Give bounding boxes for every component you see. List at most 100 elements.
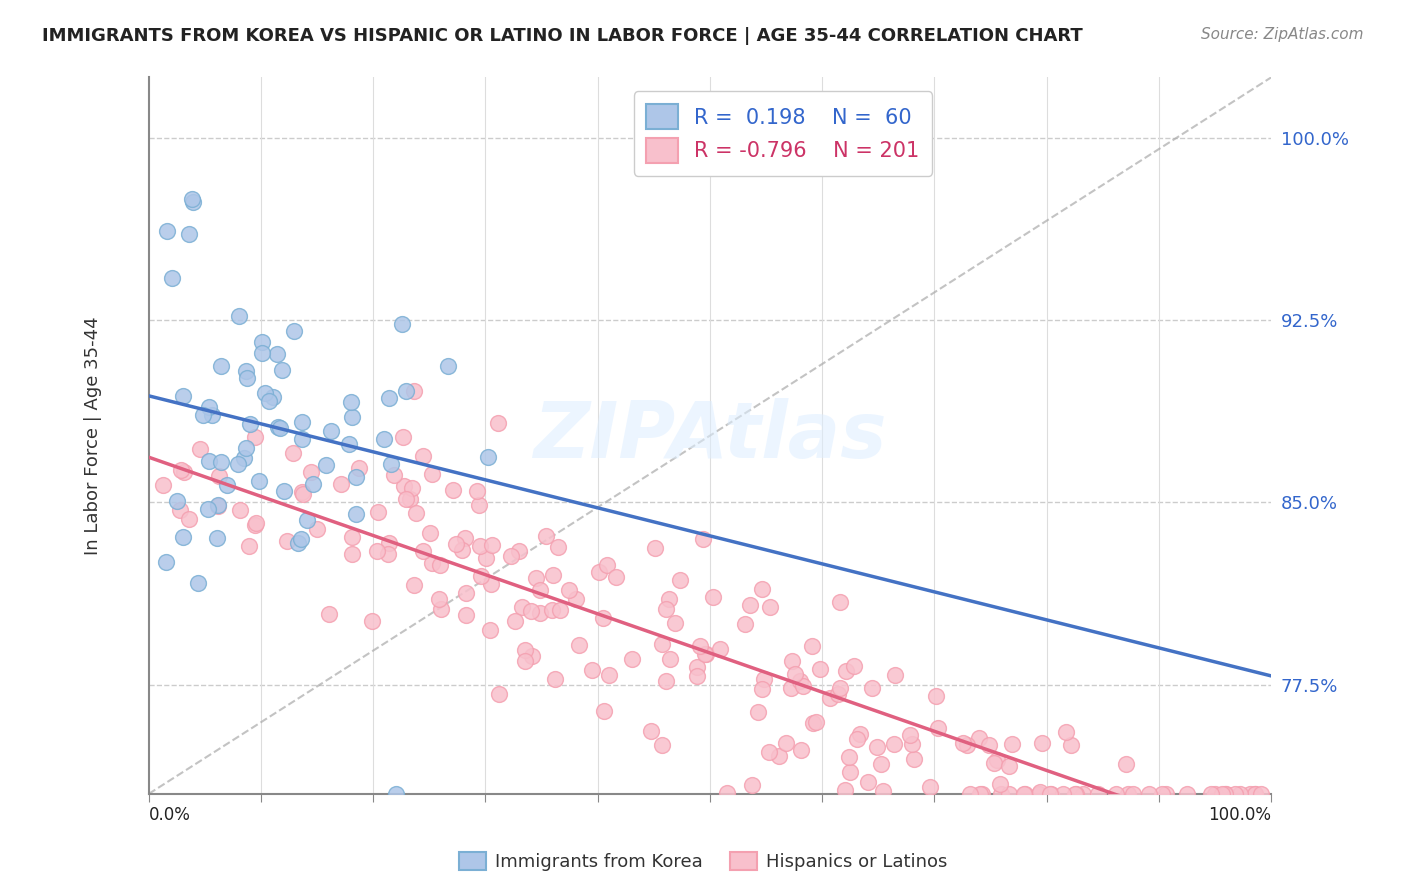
Point [1175,787,1198,801]
Point [392,430,415,444]
Point [581,663,603,677]
Point [838,765,860,780]
Point [1115,756,1137,771]
Point [454,531,477,545]
Point [1028,787,1050,801]
Point [339,437,361,451]
Point [734,616,756,631]
Point [429,558,451,573]
Point [342,547,364,561]
Point [437,359,460,374]
Point [405,506,427,520]
Point [191,409,214,423]
Point [233,450,256,465]
Point [593,704,616,718]
Point [217,478,239,492]
Point [1213,787,1236,801]
Point [918,780,941,795]
Point [702,590,724,604]
Point [287,536,309,550]
Point [226,457,249,471]
Point [503,614,526,628]
Point [998,759,1021,773]
Point [508,544,530,558]
Point [621,652,644,666]
Text: ZIPAtlas: ZIPAtlas [533,398,887,474]
Point [541,603,564,617]
Point [1040,787,1063,801]
Point [262,390,284,404]
Point [291,484,314,499]
Point [378,391,401,405]
Point [557,583,579,598]
Point [640,723,662,738]
Point [197,454,219,468]
Point [1001,738,1024,752]
Point [655,601,678,615]
Point [367,505,389,519]
Point [479,624,502,638]
Point [155,556,177,570]
Point [412,449,434,463]
Point [651,738,673,752]
Point [515,654,537,668]
Point [257,394,280,409]
Point [392,478,415,492]
Point [754,672,776,686]
Point [318,607,340,621]
Point [842,658,865,673]
Point [529,582,551,597]
Point [446,537,468,551]
Point [402,384,425,398]
Point [695,647,717,661]
Point [271,363,294,377]
Point [384,787,406,801]
Point [454,608,477,623]
Point [1250,787,1272,801]
Point [321,424,343,438]
Point [782,654,804,668]
Point [172,389,194,403]
Point [990,787,1012,801]
Point [716,785,738,799]
Point [450,542,472,557]
Point [249,475,271,489]
Point [1244,787,1267,801]
Point [659,652,682,666]
Point [741,778,763,792]
Point [180,192,202,206]
Text: IMMIGRANTS FROM KOREA VS HISPANIC OR LATINO IN LABOR FORCE | AGE 35-44 CORRELATI: IMMIGRANTS FROM KOREA VS HISPANIC OR LAT… [42,27,1083,45]
Point [177,512,200,526]
Point [468,498,491,512]
Point [361,614,384,628]
Point [1054,725,1077,739]
Point [972,787,994,801]
Point [870,757,893,772]
Point [378,536,401,550]
Text: Source: ZipAtlas.com: Source: ZipAtlas.com [1201,27,1364,42]
Point [598,668,620,682]
Point [1071,787,1094,801]
Point [235,441,257,455]
Point [983,756,1005,770]
Point [1116,787,1139,801]
Point [290,532,312,546]
Point [330,477,353,491]
Point [339,394,361,409]
Point [903,751,925,765]
Point [986,753,1008,767]
Point [692,532,714,546]
Point [208,469,231,483]
Point [925,690,948,704]
Legend: R =  0.198    N =  60, R = -0.796    N = 201: R = 0.198 N = 60, R = -0.796 N = 201 [634,92,932,176]
Point [834,782,856,797]
Point [197,502,219,516]
Point [592,610,614,624]
Point [1064,787,1087,801]
Point [273,483,295,498]
Point [835,665,858,679]
Point [780,681,803,695]
Point [209,455,232,469]
Point [266,347,288,361]
Point [952,735,974,749]
